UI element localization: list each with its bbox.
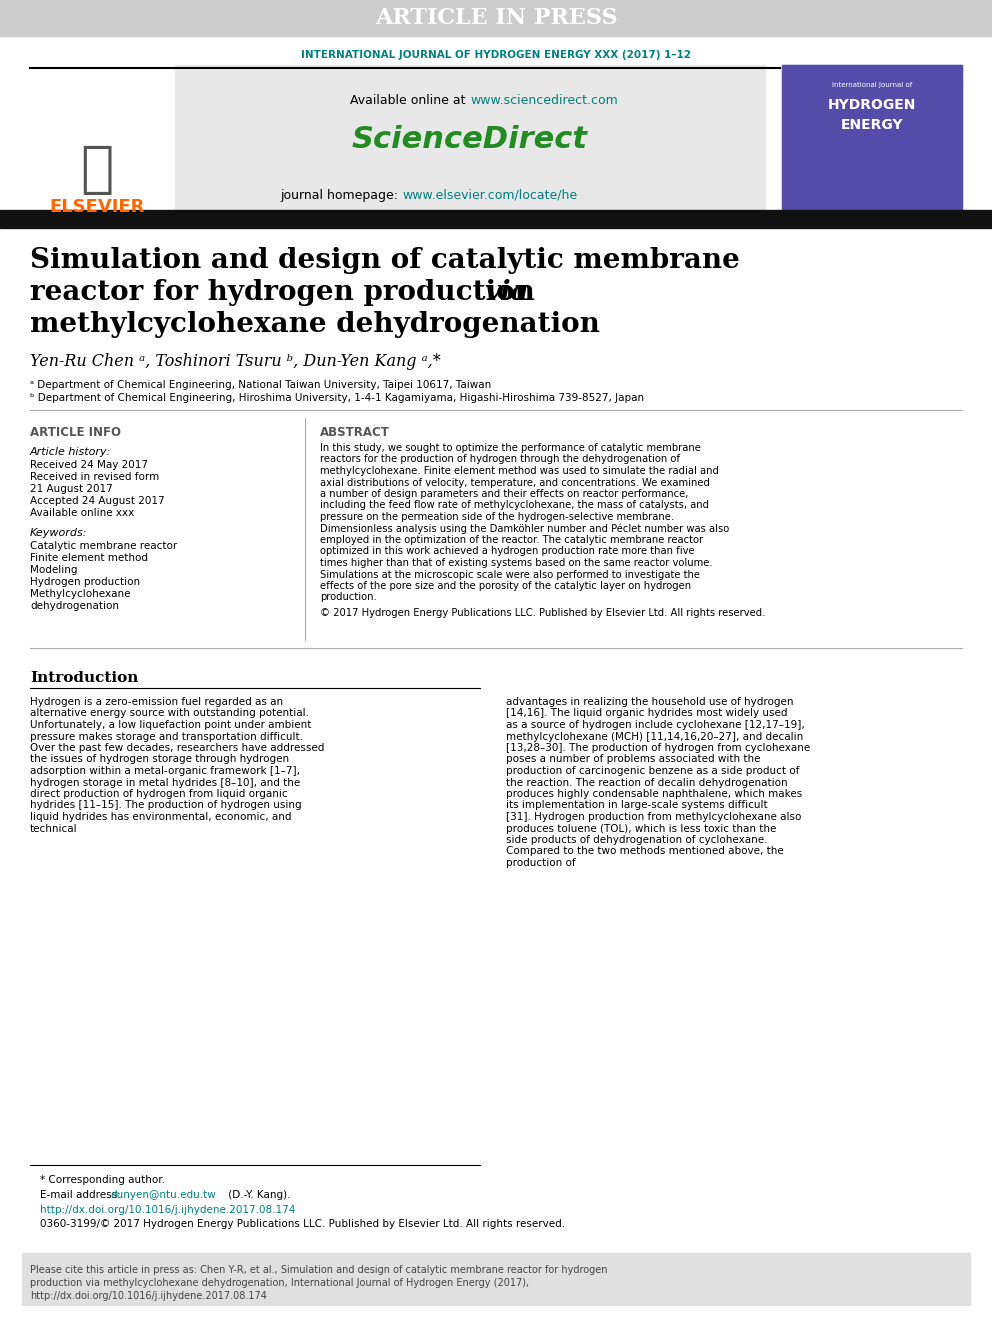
Text: produces highly condensable naphthalene, which makes: produces highly condensable naphthalene,… xyxy=(506,789,803,799)
Text: including the feed flow rate of methylcyclohexane, the mass of catalysts, and: including the feed flow rate of methylcy… xyxy=(320,500,709,511)
Text: Available online xxx: Available online xxx xyxy=(30,508,134,519)
Text: 0360-3199/© 2017 Hydrogen Energy Publications LLC. Published by Elsevier Ltd. Al: 0360-3199/© 2017 Hydrogen Energy Publica… xyxy=(40,1218,565,1229)
Text: INTERNATIONAL JOURNAL OF HYDROGEN ENERGY XXX (2017) 1–12: INTERNATIONAL JOURNAL OF HYDROGEN ENERGY… xyxy=(301,50,691,60)
Text: the reaction. The reaction of decalin dehydrogenation: the reaction. The reaction of decalin de… xyxy=(506,778,788,787)
Text: Available online at: Available online at xyxy=(350,94,470,106)
Text: 21 August 2017: 21 August 2017 xyxy=(30,484,113,493)
Text: ScienceDirect: ScienceDirect xyxy=(352,126,588,155)
Text: liquid hydrides has environmental, economic, and: liquid hydrides has environmental, econo… xyxy=(30,812,292,822)
Text: alternative energy source with outstanding potential.: alternative energy source with outstandi… xyxy=(30,709,309,718)
Text: reactors for the production of hydrogen through the dehydrogenation of: reactors for the production of hydrogen … xyxy=(320,455,680,464)
Text: direct production of hydrogen from liquid organic: direct production of hydrogen from liqui… xyxy=(30,789,288,799)
Text: technical: technical xyxy=(30,823,77,833)
Text: as a source of hydrogen include cyclohexane [12,17–19],: as a source of hydrogen include cyclohex… xyxy=(506,720,805,730)
Text: Unfortunately, a low liquefaction point under ambient: Unfortunately, a low liquefaction point … xyxy=(30,720,311,730)
Text: Keywords:: Keywords: xyxy=(30,528,87,538)
Text: optimized in this work achieved a hydrogen production rate more than five: optimized in this work achieved a hydrog… xyxy=(320,546,694,557)
Text: methylcyclohexane dehydrogenation: methylcyclohexane dehydrogenation xyxy=(30,311,600,339)
Text: www.sciencedirect.com: www.sciencedirect.com xyxy=(470,94,618,106)
Text: [13,28–30]. The production of hydrogen from cyclohexane: [13,28–30]. The production of hydrogen f… xyxy=(506,744,810,753)
Text: pressure makes storage and transportation difficult.: pressure makes storage and transportatio… xyxy=(30,732,303,741)
Text: [31]. Hydrogen production from methylcyclohexane also: [31]. Hydrogen production from methylcyc… xyxy=(506,812,802,822)
Text: dunyen@ntu.edu.tw: dunyen@ntu.edu.tw xyxy=(110,1189,215,1200)
Text: its implementation in large-scale systems difficult: its implementation in large-scale system… xyxy=(506,800,768,811)
Bar xyxy=(782,65,962,210)
Text: In this study, we sought to optimize the performance of catalytic membrane: In this study, we sought to optimize the… xyxy=(320,443,701,452)
Text: produces toluene (TOL), which is less toxic than the: produces toluene (TOL), which is less to… xyxy=(506,823,777,833)
Text: Compared to the two methods mentioned above, the: Compared to the two methods mentioned ab… xyxy=(506,847,784,856)
Text: http://dx.doi.org/10.1016/j.ijhydene.2017.08.174: http://dx.doi.org/10.1016/j.ijhydene.201… xyxy=(40,1205,296,1215)
Text: Dimensionless analysis using the Damköhler number and Péclet number was also: Dimensionless analysis using the Damköhl… xyxy=(320,524,729,533)
Text: Finite element method: Finite element method xyxy=(30,553,148,564)
Text: ABSTRACT: ABSTRACT xyxy=(320,426,390,438)
Text: (D.-Y. Kang).: (D.-Y. Kang). xyxy=(225,1189,291,1200)
Text: the issues of hydrogen storage through hydrogen: the issues of hydrogen storage through h… xyxy=(30,754,289,765)
Text: Hydrogen production: Hydrogen production xyxy=(30,577,140,587)
Text: axial distributions of velocity, temperature, and concentrations. We examined: axial distributions of velocity, tempera… xyxy=(320,478,710,487)
Text: * Corresponding author.: * Corresponding author. xyxy=(40,1175,165,1185)
Text: www.elsevier.com/locate/he: www.elsevier.com/locate/he xyxy=(402,188,577,201)
Text: ᵃ Department of Chemical Engineering, National Taiwan University, Taipei 10617, : ᵃ Department of Chemical Engineering, Na… xyxy=(30,380,491,390)
Text: production of: production of xyxy=(506,859,575,868)
Text: Please cite this article in press as: Chen Y-R, et al., Simulation and design of: Please cite this article in press as: Ch… xyxy=(30,1265,607,1275)
Bar xyxy=(0,210,992,228)
Text: methylcyclohexane. Finite element method was used to simulate the radial and: methylcyclohexane. Finite element method… xyxy=(320,466,719,476)
Bar xyxy=(782,65,962,210)
Text: methylcyclohexane (MCH) [11,14,16,20–27], and decalin: methylcyclohexane (MCH) [11,14,16,20–27]… xyxy=(506,732,804,741)
Text: side products of dehydrogenation of cyclohexane.: side products of dehydrogenation of cycl… xyxy=(506,835,768,845)
Text: ENERGY: ENERGY xyxy=(840,118,904,132)
Text: via: via xyxy=(484,279,529,306)
Text: adsorption within a metal-organic framework [1–7],: adsorption within a metal-organic framew… xyxy=(30,766,300,777)
Text: 🌲: 🌲 xyxy=(80,143,114,197)
Text: ARTICLE INFO: ARTICLE INFO xyxy=(30,426,121,438)
Text: poses a number of problems associated with the: poses a number of problems associated wi… xyxy=(506,754,761,765)
Text: hydrides [11–15]. The production of hydrogen using: hydrides [11–15]. The production of hydr… xyxy=(30,800,302,811)
Text: Accepted 24 August 2017: Accepted 24 August 2017 xyxy=(30,496,165,505)
Text: Received in revised form: Received in revised form xyxy=(30,472,160,482)
Text: Simulations at the microscopic scale were also performed to investigate the: Simulations at the microscopic scale wer… xyxy=(320,569,700,579)
Text: times higher than that of existing systems based on the same reactor volume.: times higher than that of existing syste… xyxy=(320,558,712,568)
Text: E-mail address:: E-mail address: xyxy=(40,1189,124,1200)
Text: production.: production. xyxy=(320,593,377,602)
Text: Hydrogen is a zero-emission fuel regarded as an: Hydrogen is a zero-emission fuel regarde… xyxy=(30,697,283,706)
Text: International Journal of: International Journal of xyxy=(832,82,912,89)
Text: employed in the optimization of the reactor. The catalytic membrane reactor: employed in the optimization of the reac… xyxy=(320,534,703,545)
Bar xyxy=(175,65,765,210)
Text: Over the past few decades, researchers have addressed: Over the past few decades, researchers h… xyxy=(30,744,324,753)
Text: ELSEVIER: ELSEVIER xyxy=(50,198,145,216)
Text: ᵇ Department of Chemical Engineering, Hiroshima University, 1-4-1 Kagamiyama, Hi: ᵇ Department of Chemical Engineering, Hi… xyxy=(30,393,644,404)
Text: Yen-Ru Chen ᵃ, Toshinori Tsuru ᵇ, Dun-Yen Kang ᵃ,*: Yen-Ru Chen ᵃ, Toshinori Tsuru ᵇ, Dun-Ye… xyxy=(30,353,440,370)
Text: [14,16]. The liquid organic hydrides most widely used: [14,16]. The liquid organic hydrides mos… xyxy=(506,709,788,718)
Text: hydrogen storage in metal hydrides [8–10], and the: hydrogen storage in metal hydrides [8–10… xyxy=(30,778,301,787)
Text: Modeling: Modeling xyxy=(30,565,77,576)
Text: HYDROGEN: HYDROGEN xyxy=(827,98,917,112)
Bar xyxy=(0,0,992,36)
Text: production of carcinogenic benzene as a side product of: production of carcinogenic benzene as a … xyxy=(506,766,800,777)
Bar xyxy=(30,75,165,205)
Text: Received 24 May 2017: Received 24 May 2017 xyxy=(30,460,148,470)
Text: a number of design parameters and their effects on reactor performance,: a number of design parameters and their … xyxy=(320,490,688,499)
Text: Methylcyclohexane: Methylcyclohexane xyxy=(30,589,131,599)
Text: Article history:: Article history: xyxy=(30,447,111,456)
Text: effects of the pore size and the porosity of the catalytic layer on hydrogen: effects of the pore size and the porosit… xyxy=(320,581,691,591)
Text: reactor for hydrogen production: reactor for hydrogen production xyxy=(30,279,545,306)
Bar xyxy=(22,1253,970,1304)
Text: Simulation and design of catalytic membrane: Simulation and design of catalytic membr… xyxy=(30,246,740,274)
Text: advantages in realizing the household use of hydrogen: advantages in realizing the household us… xyxy=(506,697,794,706)
Text: production via methylcyclohexane dehydrogenation, International Journal of Hydro: production via methylcyclohexane dehydro… xyxy=(30,1278,529,1289)
Text: Catalytic membrane reactor: Catalytic membrane reactor xyxy=(30,541,178,550)
Text: pressure on the permeation side of the hydrogen-selective membrane.: pressure on the permeation side of the h… xyxy=(320,512,675,523)
Text: ARTICLE IN PRESS: ARTICLE IN PRESS xyxy=(375,7,617,29)
Text: © 2017 Hydrogen Energy Publications LLC. Published by Elsevier Ltd. All rights r: © 2017 Hydrogen Energy Publications LLC.… xyxy=(320,609,766,618)
Text: http://dx.doi.org/10.1016/j.ijhydene.2017.08.174: http://dx.doi.org/10.1016/j.ijhydene.201… xyxy=(30,1291,267,1301)
Text: journal homepage:: journal homepage: xyxy=(280,188,402,201)
Text: dehydrogenation: dehydrogenation xyxy=(30,601,119,611)
Text: Introduction: Introduction xyxy=(30,671,138,685)
